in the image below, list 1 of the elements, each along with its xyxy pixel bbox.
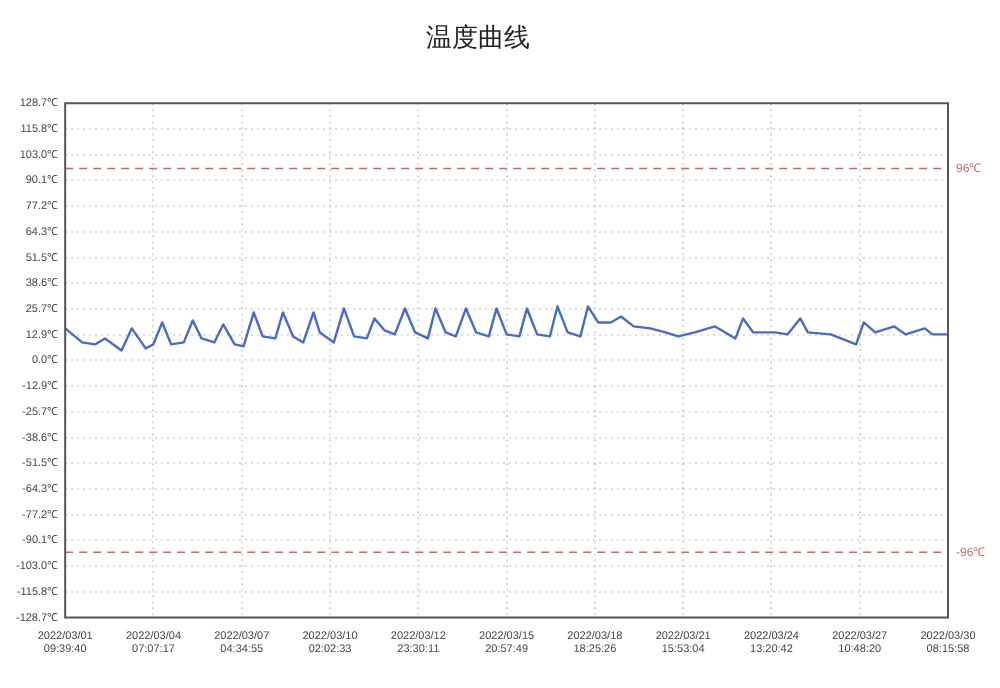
chart-title: 温度曲线: [426, 22, 530, 55]
